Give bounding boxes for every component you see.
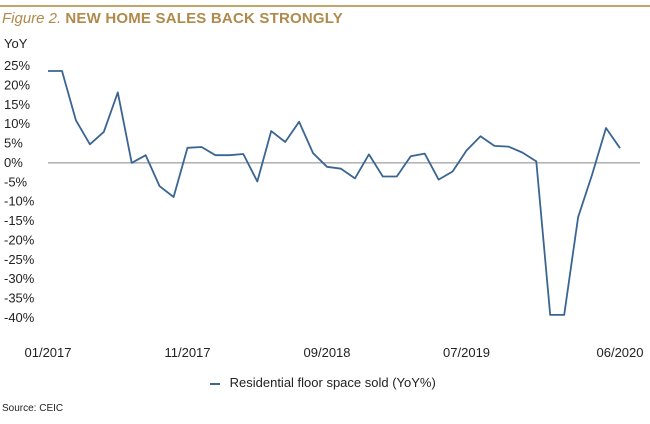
source-note: Source: CEIC <box>2 403 64 414</box>
figure-heading: NEW HOME SALES BACK STRONGLY <box>65 10 343 27</box>
y-tick-label: 5% <box>4 136 23 151</box>
series-group <box>48 70 621 316</box>
y-tick-label: -10% <box>4 194 35 209</box>
figure-title: Figure 2. NEW HOME SALES BACK STRONGLY <box>2 10 343 27</box>
x-tick-label: 07/2019 <box>443 345 490 360</box>
y-tick-label: -40% <box>4 310 35 325</box>
legend-swatch <box>210 382 220 385</box>
x-tick-label: 11/2017 <box>164 345 210 360</box>
legend: Residential floor space sold (YoY%) <box>210 375 436 390</box>
series-line <box>48 70 621 316</box>
legend-label: Residential floor space sold (YoY%) <box>229 375 436 390</box>
y-axis-label: YoY <box>4 36 28 51</box>
x-tick-label: 01/2017 <box>25 345 72 360</box>
y-tick-label: -15% <box>4 213 35 228</box>
y-tick-label: 0% <box>4 155 23 170</box>
x-axis-ticks: 01/2017 11/2017 09/2018 07/2019 06/2020 <box>25 345 644 360</box>
y-tick-label: 20% <box>4 77 30 92</box>
x-tick-label: 09/2018 <box>304 345 351 360</box>
top-rule <box>0 5 650 7</box>
y-tick-label: -30% <box>4 271 35 286</box>
y-tick-label: 15% <box>4 97 30 112</box>
y-tick-label: 10% <box>4 116 30 131</box>
y-tick-label: -5% <box>4 174 28 189</box>
y-tick-label: -25% <box>4 252 35 267</box>
x-tick-label: 06/2020 <box>597 345 644 360</box>
y-tick-label: 25% <box>4 58 30 73</box>
y-tick-label: -35% <box>4 291 35 306</box>
y-tick-label: -20% <box>4 232 35 247</box>
y-axis-ticks: 25% 20% 15% 10% 5% 0% -5% -10% -15% -20% -25% -30% -… <box>4 58 35 325</box>
figure-number: Figure 2. <box>2 10 62 27</box>
